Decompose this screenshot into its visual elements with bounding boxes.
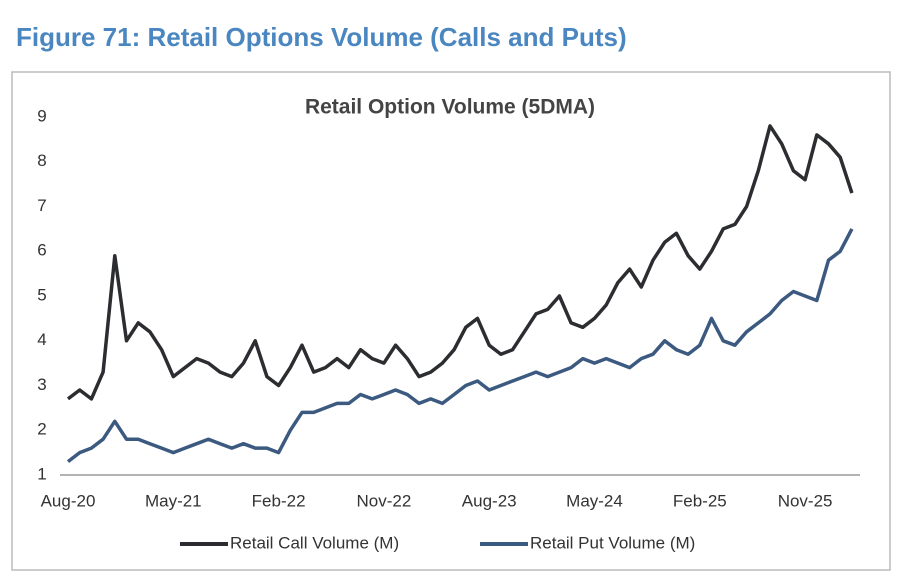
figure-heading: Figure 71: Retail Options Volume (Calls … xyxy=(16,22,627,52)
y-tick-label: 1 xyxy=(37,464,46,483)
series-line xyxy=(66,228,854,463)
x-tick-label: Nov-25 xyxy=(778,491,833,510)
y-tick-label: 3 xyxy=(37,375,46,394)
y-tick-label: 5 xyxy=(37,285,46,304)
x-tick-label: Feb-25 xyxy=(673,491,727,510)
legend-label: Retail Put Volume (M) xyxy=(530,533,695,552)
y-tick-label: 6 xyxy=(37,241,46,260)
legend-label: Retail Call Volume (M) xyxy=(230,533,399,552)
series-line xyxy=(66,124,854,401)
x-tick-label: Aug-23 xyxy=(462,491,517,510)
y-tick-label: 8 xyxy=(37,151,46,170)
x-tick-label: Aug-20 xyxy=(41,491,96,510)
y-tick-label: 7 xyxy=(37,196,46,215)
x-tick-label: Nov-22 xyxy=(356,491,411,510)
chart-frame xyxy=(11,71,891,571)
y-tick-label: 9 xyxy=(37,106,46,125)
y-tick-label: 2 xyxy=(37,420,46,439)
chart-title: Retail Option Volume (5DMA) xyxy=(305,96,595,119)
x-tick-label: May-21 xyxy=(145,491,202,510)
x-tick-label: Feb-22 xyxy=(252,491,306,510)
y-tick-label: 4 xyxy=(37,330,46,349)
x-tick-label: May-24 xyxy=(566,491,623,510)
